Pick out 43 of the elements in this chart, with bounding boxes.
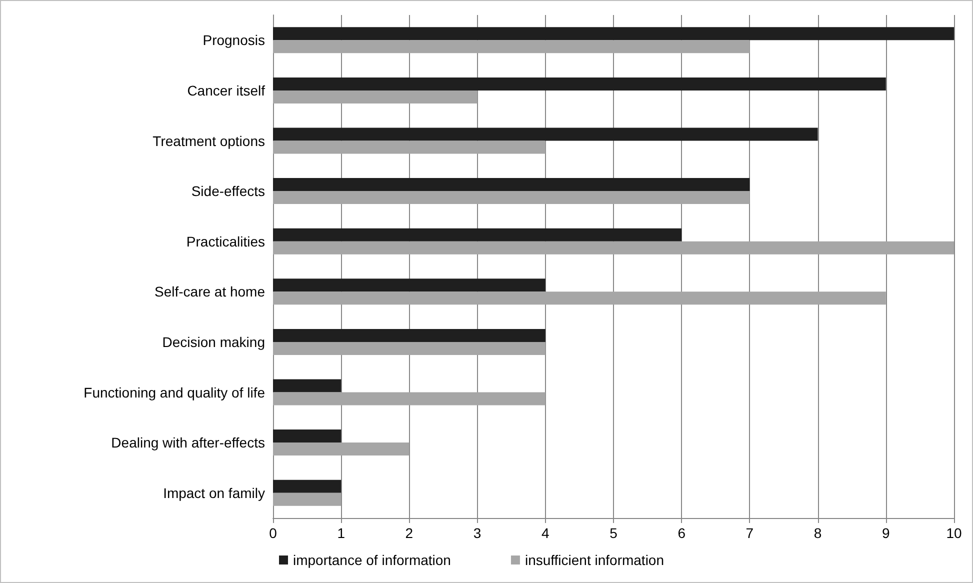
bar [273, 40, 750, 54]
bar [273, 128, 818, 141]
x-tick-label: 9 [882, 525, 890, 541]
x-tick-label: 8 [814, 525, 822, 541]
legend-label: insufficient information [524, 552, 664, 568]
bar [273, 140, 546, 154]
bar [273, 191, 750, 204]
bar [273, 442, 410, 456]
bar [273, 480, 342, 493]
y-tick-label: Cancer itself [187, 82, 266, 98]
bar [273, 492, 342, 506]
y-tick-label: Impact on family [163, 484, 265, 501]
y-tick-label: Functioning and quality of life [84, 384, 266, 400]
bar [273, 379, 342, 392]
y-tick-label: Decision making [162, 334, 265, 350]
y-tick-label: Side-effects [191, 183, 265, 200]
bar [273, 178, 750, 192]
y-tick-label: Dealing with after-effects [111, 434, 265, 451]
bar [273, 27, 954, 40]
x-tick-label: 5 [610, 525, 618, 541]
bar [273, 328, 546, 342]
bar [273, 228, 682, 242]
legend-label: importance of information [293, 552, 451, 568]
y-tick-label: Prognosis [202, 32, 265, 48]
x-tick-label: 1 [337, 525, 346, 541]
bar [273, 77, 886, 90]
bar [273, 292, 886, 305]
x-tick-label: 4 [542, 525, 550, 541]
bar [273, 241, 954, 254]
x-tick-label: 6 [678, 525, 686, 541]
bar [273, 430, 342, 443]
y-tick-label: Self-care at home [154, 284, 266, 300]
bar [273, 278, 546, 292]
x-tick-label: 3 [473, 525, 482, 541]
y-tick-label: Practicalities [186, 233, 265, 250]
bar [273, 342, 546, 355]
x-tick-label: 7 [746, 525, 754, 541]
x-tick-label: 2 [405, 525, 414, 541]
x-tick-label: 10 [946, 525, 962, 541]
bar [273, 90, 478, 104]
x-tick-label: 0 [269, 525, 278, 541]
bar [273, 392, 546, 406]
y-tick-label: Treatment options [152, 132, 265, 149]
